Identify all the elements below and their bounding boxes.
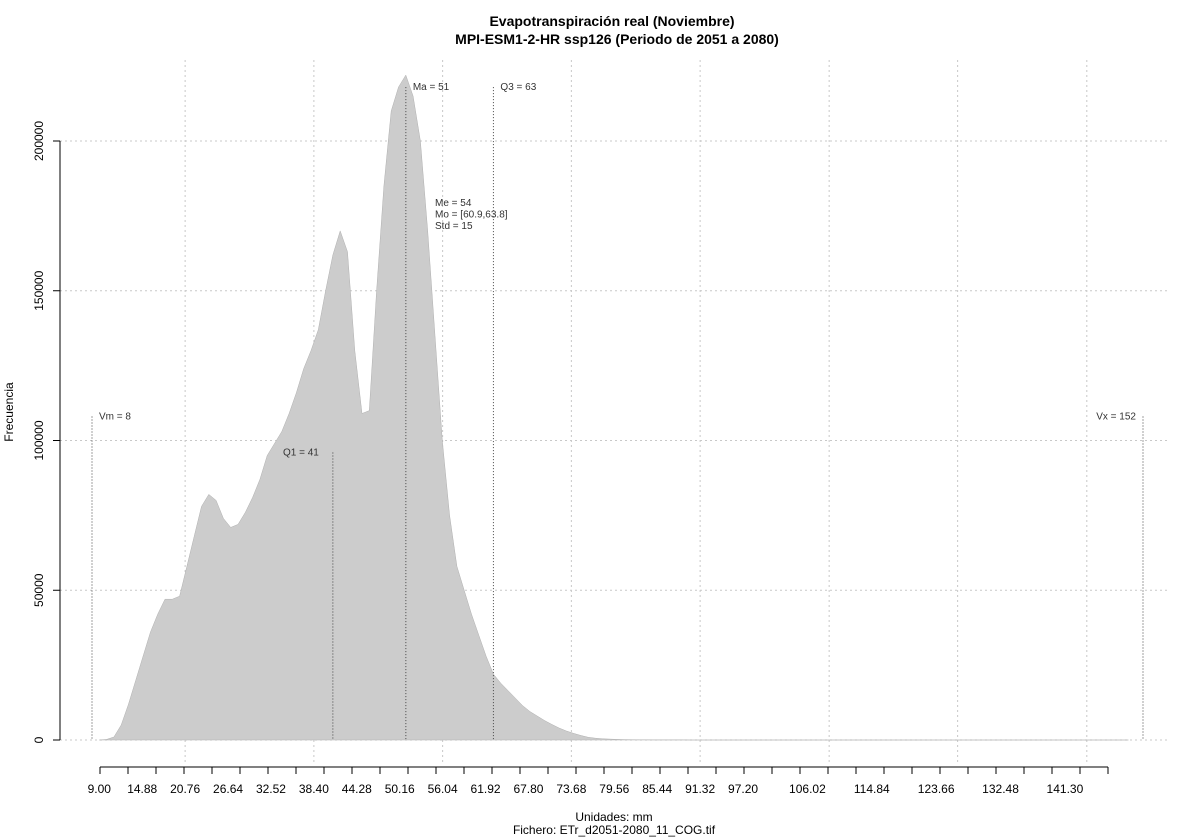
stats-line: Std = 15 xyxy=(435,221,473,232)
x-tick-label: 79.56 xyxy=(599,782,629,796)
stat-label: Q3 = 63 xyxy=(500,82,536,93)
x-tick-label: 97.20 xyxy=(728,782,758,796)
y-tick-label: 50000 xyxy=(32,573,46,607)
y-tick-label: 0 xyxy=(32,736,46,743)
x-axis-label: Unidades: mm xyxy=(575,810,652,824)
stat-annotations: Vm = 8 Q1 = 41 Ma = 51 Q3 = 63 Vx = 152 xyxy=(99,82,1136,458)
chart-title: Evapotranspiración real (Noviembre) xyxy=(489,13,734,29)
y-tick-label: 200000 xyxy=(32,121,46,161)
x-tick-label: 38.40 xyxy=(299,782,329,796)
footer-filename: Fichero: ETr_d2051-2080_11_COG.tif xyxy=(513,823,716,837)
x-tick-label: 85.44 xyxy=(642,782,672,796)
x-tick-label: 73.68 xyxy=(556,782,586,796)
x-tick-label: 14.88 xyxy=(127,782,157,796)
x-tick-label: 20.76 xyxy=(170,782,200,796)
x-tick-label: 44.28 xyxy=(342,782,372,796)
y-tick-label: 150000 xyxy=(32,270,46,310)
stat-lines xyxy=(91,87,1144,740)
x-tick-label: 61.92 xyxy=(471,782,501,796)
y-tick-label: 100000 xyxy=(32,420,46,460)
stat-label: Vx = 152 xyxy=(1096,412,1136,423)
y-axis: 0 50000 100000 150000 200000 xyxy=(32,121,61,743)
x-tick-label: 123.66 xyxy=(918,782,955,796)
stat-label: Ma = 51 xyxy=(413,82,450,93)
x-tick-label: 132.48 xyxy=(982,782,1019,796)
x-axis: 9.00 14.88 20.76 26.64 32.52 38.40 44.28 50.16 5… xyxy=(88,766,1109,796)
x-tick-label: 26.64 xyxy=(213,782,243,796)
x-tick-label: 67.80 xyxy=(513,782,543,796)
x-tick-label: 114.84 xyxy=(854,782,890,796)
chart-subtitle: MPI-ESM1-2-HR ssp126 (Periodo de 2051 a … xyxy=(455,31,779,47)
x-tick-label: 91.32 xyxy=(685,782,715,796)
stats-line: Mo = [60.9,63.8] xyxy=(435,210,508,221)
x-tick-label: 32.52 xyxy=(256,782,286,796)
x-tick-label: 56.04 xyxy=(428,782,458,796)
density-area xyxy=(99,74,1129,741)
y-axis-label: Frecuencia xyxy=(2,382,16,442)
stats-line: Me = 54 xyxy=(435,198,472,209)
stat-label: Q1 = 41 xyxy=(283,447,319,458)
x-tick-label: 106.02 xyxy=(789,782,826,796)
stat-label: Vm = 8 xyxy=(99,412,131,423)
x-tick-label: 50.16 xyxy=(385,782,415,796)
x-tick-label: 9.00 xyxy=(88,782,112,796)
x-tick-label: 141.30 xyxy=(1047,782,1084,796)
